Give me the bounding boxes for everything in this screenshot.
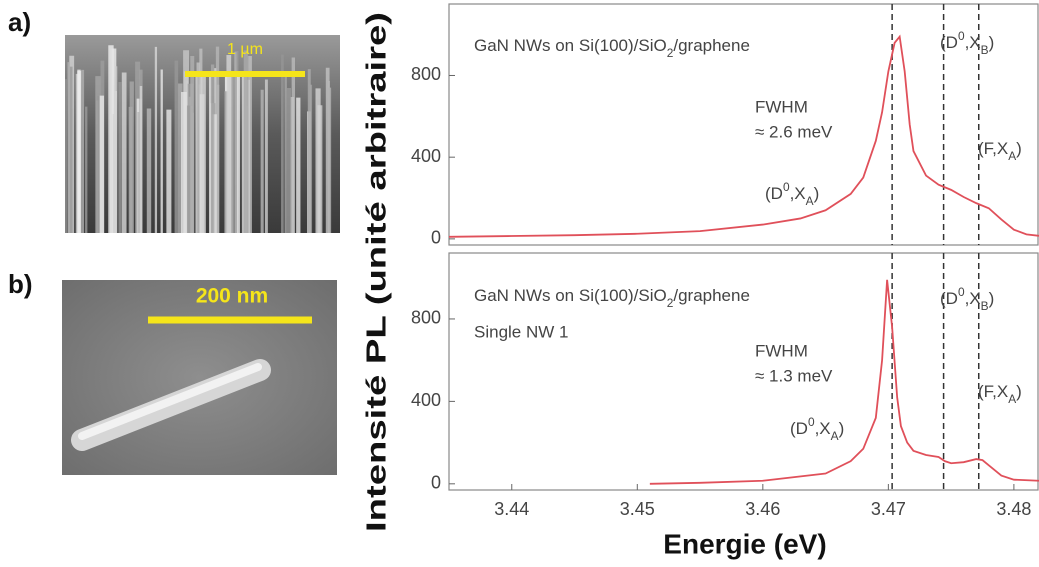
- x-axis-label: Energie (eV): [663, 528, 826, 559]
- annotation: GaN NWs on Si(100)/SiO2/graphene: [474, 36, 750, 60]
- text-part: 0: [808, 415, 815, 429]
- y-tick-label: 0: [431, 228, 441, 248]
- annotation: (F,XA): [978, 139, 1022, 163]
- sem-background: [62, 280, 337, 475]
- text-part: ): [989, 33, 995, 52]
- x-tick-label: 3.44: [494, 499, 529, 519]
- y-tick-label: 800: [411, 64, 441, 84]
- spectrum-line: [649, 279, 1039, 485]
- text-part: A: [1008, 392, 1016, 406]
- x-tick-label: 3.45: [620, 499, 655, 519]
- text-part: 2: [667, 46, 674, 60]
- subtitle: Single NW 1: [474, 322, 568, 341]
- text-part: ,X: [965, 33, 981, 52]
- y-tick-label: 400: [411, 146, 441, 166]
- y-tick-label: 800: [411, 308, 441, 328]
- fwhm-label: ≈ 1.3 meV: [755, 366, 833, 385]
- text-part: A: [806, 194, 814, 208]
- annotation: (D0,XB): [940, 29, 994, 57]
- text-part: /graphene: [673, 286, 750, 305]
- y-tick-label: 0: [431, 473, 441, 493]
- panel-label: b): [8, 269, 33, 299]
- text-part: 2: [667, 296, 674, 310]
- sem-image: [65, 35, 340, 233]
- text-part: 0: [958, 285, 965, 299]
- annotation: (D0,XB): [940, 285, 994, 313]
- spectrum-line: [449, 34, 1039, 238]
- text-part: ): [839, 419, 845, 438]
- panel-label: a): [8, 7, 31, 37]
- text-part: GaN NWs on Si(100)/SiO: [474, 286, 667, 305]
- text-part: B: [981, 299, 989, 313]
- x-tick-label: 3.47: [871, 499, 906, 519]
- sem-image: 200 nm: [62, 280, 337, 475]
- text-part: ,X: [790, 184, 806, 203]
- nanowire-highlight: [78, 363, 262, 440]
- text-part: (D: [940, 289, 958, 308]
- text-part: /graphene: [673, 36, 750, 55]
- text-part: ): [814, 184, 820, 203]
- fwhm-label: FWHM: [755, 97, 808, 116]
- text-part: (F,X: [978, 382, 1008, 401]
- text-part: ,X: [965, 289, 981, 308]
- plot-frame: [448, 3, 1039, 246]
- text-part: 0: [958, 29, 965, 43]
- y-tick-label: 400: [411, 390, 441, 410]
- scale-label: 200 nm: [196, 285, 268, 308]
- annotation: (F,XA): [978, 382, 1022, 406]
- text-part: (D: [790, 419, 808, 438]
- fwhm-label: FWHM: [755, 341, 808, 360]
- text-part: (D: [940, 33, 958, 52]
- annotation: (D0,XA): [790, 415, 844, 443]
- x-tick-label: 3.46: [745, 499, 780, 519]
- text-part: ): [1016, 382, 1022, 401]
- text-part: (F,X: [978, 139, 1008, 158]
- text-part: ,X: [815, 419, 831, 438]
- text-part: A: [831, 429, 839, 443]
- text-part: GaN NWs on Si(100)/SiO: [474, 36, 667, 55]
- x-tick-label: 3.48: [996, 499, 1031, 519]
- plot-frame: [448, 252, 1039, 491]
- text-part: B: [981, 43, 989, 57]
- annotation: GaN NWs on Si(100)/SiO2/graphene: [474, 286, 750, 310]
- y-axis-label: Intensité PL (unité arbitraire): [360, 12, 391, 532]
- text-part: ): [1016, 139, 1022, 158]
- text-part: (D: [765, 184, 783, 203]
- annotation: (D0,XA): [765, 180, 819, 208]
- fwhm-label: ≈ 2.6 meV: [755, 122, 833, 141]
- text-part: 0: [783, 180, 790, 194]
- scale-label: 1 µm: [227, 41, 263, 58]
- text-part: A: [1008, 149, 1016, 163]
- text-part: ): [989, 289, 995, 308]
